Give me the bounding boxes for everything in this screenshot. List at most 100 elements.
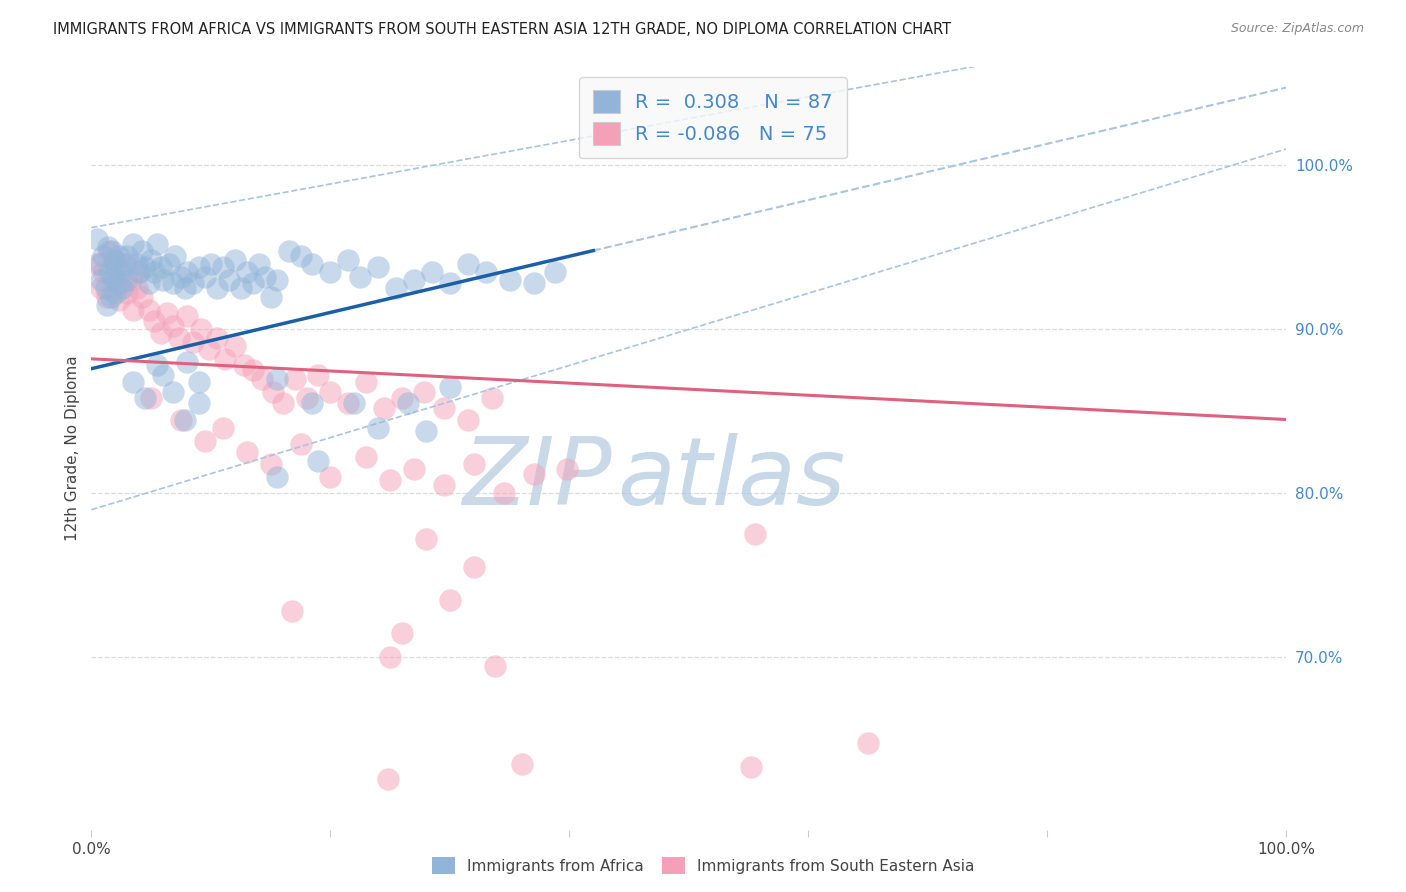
Point [391,625,413,640]
Point [163,248,186,262]
Point [108,293,131,307]
Point [131,244,153,258]
Point [98,244,121,258]
Point [205,330,228,344]
Point [319,265,342,279]
Point [111,281,134,295]
Point [98,265,121,279]
Point [224,253,246,268]
Text: Source: ZipAtlas.com: Source: ZipAtlas.com [1230,22,1364,36]
Point [474,265,498,279]
Point [115,248,138,262]
Point [271,396,294,410]
Legend: R =  0.308    N = 87, R = -0.086   N = 75: R = 0.308 N = 87, R = -0.086 N = 75 [579,77,846,159]
Point [157,257,180,271]
Point [86,232,108,246]
Point [229,281,252,295]
Point [259,457,281,471]
Point [247,257,270,271]
Point [93,248,114,262]
Point [224,339,246,353]
Point [187,396,211,410]
Point [337,396,360,410]
Text: ZIP: ZIP [461,434,612,524]
Point [131,289,153,303]
Point [134,391,156,405]
Point [138,277,160,291]
Point [523,467,546,481]
Point [101,273,124,287]
Point [141,253,162,268]
Point [194,269,217,284]
Point [114,257,136,271]
Point [156,306,179,320]
Point [415,533,437,547]
Point [104,286,127,301]
Point [266,371,288,385]
Point [484,658,506,673]
Point [373,401,395,415]
Point [391,391,413,405]
Point [433,478,456,492]
Point [214,351,236,366]
Point [128,265,150,279]
Point [162,384,184,399]
Point [181,335,204,350]
Point [194,434,217,448]
Point [301,257,323,271]
Point [284,371,307,385]
Point [378,650,402,665]
Point [122,237,145,252]
Point [295,391,318,405]
Point [343,396,366,410]
Point [354,450,377,465]
Point [498,273,520,287]
Point [96,298,118,312]
Point [90,281,112,295]
Point [319,384,342,399]
Point [149,260,172,274]
Point [523,277,546,291]
Point [252,371,274,385]
Point [187,260,211,274]
Point [218,273,240,287]
Point [290,437,312,451]
Point [142,265,165,279]
Point [197,342,219,356]
Point [142,314,165,328]
Point [211,260,233,274]
Point [415,424,437,438]
Point [93,265,114,279]
Point [433,401,456,415]
Text: atlas: atlas [617,434,845,524]
Point [744,527,766,541]
Point [404,461,426,475]
Point [377,772,399,786]
Point [104,253,127,268]
Point [385,281,408,295]
Point [301,396,323,410]
Point [128,265,150,279]
Point [200,257,222,271]
Point [125,257,148,271]
Point [457,412,479,426]
Point [242,277,264,291]
Point [152,368,174,383]
Point [544,265,567,279]
Point [100,289,122,303]
Point [86,257,108,271]
Point [281,604,304,618]
Point [307,453,329,467]
Point [110,277,132,291]
Point [439,277,461,291]
Point [492,486,515,500]
Point [152,273,174,287]
Point [266,273,288,287]
Point [404,273,426,287]
Point [463,560,485,574]
Point [211,421,233,435]
Point [337,253,360,268]
Point [439,380,461,394]
Point [412,384,434,399]
Legend: Immigrants from Africa, Immigrants from South Eastern Asia: Immigrants from Africa, Immigrants from … [426,851,980,880]
